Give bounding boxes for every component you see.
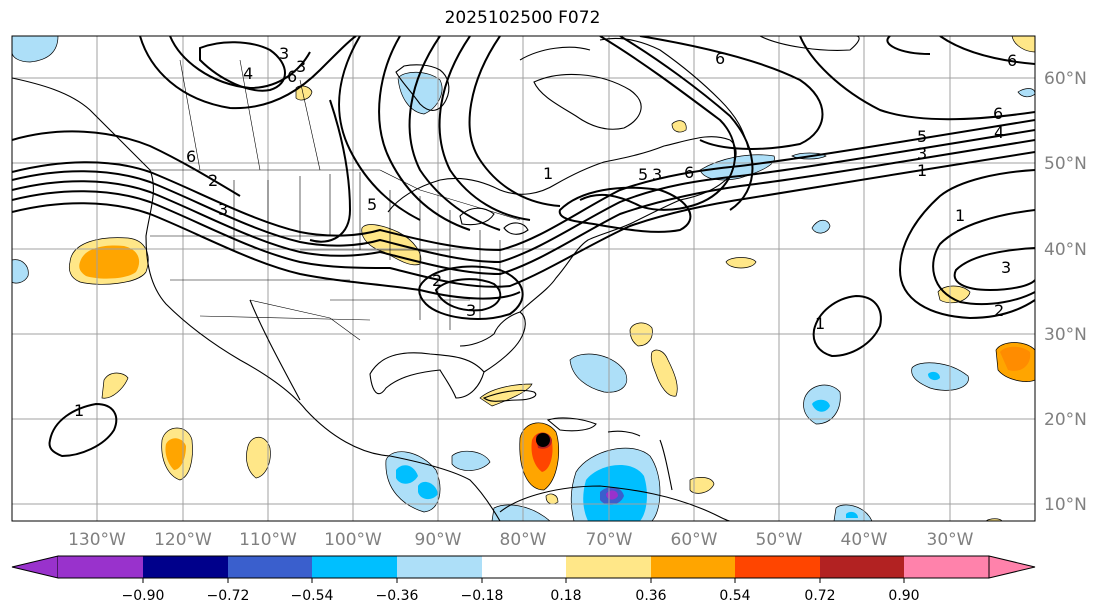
lon-label: 40°W bbox=[841, 530, 888, 550]
lon-label: 90°W bbox=[415, 530, 462, 550]
lon-label: 130°W bbox=[68, 530, 126, 550]
contour-label: 6 bbox=[993, 104, 1003, 123]
lat-label: 20°N bbox=[1044, 410, 1087, 430]
colorbar-swatch bbox=[58, 556, 143, 578]
contour-label: 4 bbox=[994, 123, 1004, 142]
colorbar-tick-label: 0.54 bbox=[719, 588, 750, 604]
coastlines bbox=[12, 36, 860, 521]
contour-label: 6 bbox=[1007, 51, 1017, 70]
contour-label: 3 bbox=[466, 301, 476, 320]
colorbar-min-extend bbox=[11, 555, 59, 579]
colorbar-swatch bbox=[143, 556, 228, 578]
colorbar-tick-label: 0.18 bbox=[550, 588, 581, 604]
contour-label: 1 bbox=[815, 314, 825, 333]
colorbar-max-extend bbox=[988, 555, 1036, 579]
contour-label: 3 bbox=[917, 144, 927, 163]
colorbar-swatch bbox=[482, 556, 566, 578]
colorbar-tick-label: −0.54 bbox=[291, 588, 334, 604]
contour-label: 1 bbox=[917, 161, 927, 180]
contour-label: 2 bbox=[994, 301, 1004, 320]
colorbar: −0.90 −0.72 −0.54 −0.36 −0.18 0.18 0.36 … bbox=[11, 555, 1036, 604]
map-frame bbox=[11, 35, 1036, 522]
contour-label: 5 bbox=[917, 127, 927, 146]
colorbar-tick-label: −0.18 bbox=[461, 588, 504, 604]
contour-label: 6 bbox=[715, 49, 725, 68]
latitude-labels: 60°N 50°N 40°N 30°N 20°N 10°N bbox=[1044, 69, 1087, 515]
lat-label: 10°N bbox=[1044, 495, 1087, 515]
contour-label: 1 bbox=[74, 401, 84, 420]
contour-label: 3 bbox=[652, 165, 662, 184]
map-title: 2025102500 F072 bbox=[444, 8, 601, 28]
lon-label: 70°W bbox=[586, 530, 633, 550]
contour-label: 3 bbox=[1001, 258, 1011, 277]
lon-label: 60°W bbox=[671, 530, 718, 550]
longitude-labels: 130°W 120°W 110°W 100°W 90°W 80°W 70°W 6… bbox=[68, 530, 974, 550]
lat-label: 50°N bbox=[1044, 154, 1087, 174]
lon-label: 30°W bbox=[927, 530, 974, 550]
contour-label: 6 bbox=[186, 147, 196, 166]
colorbar-swatch bbox=[397, 556, 482, 578]
contour-label: 6 bbox=[287, 67, 297, 86]
colorbar-tick-label: 0.36 bbox=[635, 588, 666, 604]
contour-label: 3 bbox=[296, 57, 306, 76]
contour-label: 6 bbox=[684, 163, 694, 182]
map-field: 1 3 3 4 6 2 3 6 6 6 1 3 5 5 2 6 1 1 3 2 … bbox=[12, 36, 1035, 521]
colorbar-swatch bbox=[312, 556, 397, 578]
colorbar-swatch bbox=[651, 556, 735, 578]
colorbar-swatch bbox=[904, 556, 989, 578]
contour-label: 2 bbox=[208, 171, 218, 190]
lon-label: 50°W bbox=[756, 530, 803, 550]
contour-label: 1 bbox=[543, 164, 553, 183]
colorbar-tick-label: −0.36 bbox=[376, 588, 419, 604]
colorbar-swatch bbox=[566, 556, 651, 578]
colorbar-tick-label: −0.90 bbox=[122, 588, 165, 604]
lon-label: 120°W bbox=[154, 530, 212, 550]
contour-label: 4 bbox=[243, 64, 253, 83]
colorbar-tick-label: 0.72 bbox=[804, 588, 835, 604]
lon-label: 110°W bbox=[239, 530, 297, 550]
colorbar-tick-label: −0.72 bbox=[207, 588, 250, 604]
colorbar-tick-label: 0.90 bbox=[888, 588, 919, 604]
political-borders bbox=[150, 59, 521, 341]
contour-lines bbox=[12, 36, 1035, 458]
contour-labels: 1 3 3 4 6 2 3 6 6 6 1 3 5 5 2 6 1 1 3 2 … bbox=[74, 44, 1017, 420]
colorbar-swatch bbox=[228, 556, 312, 578]
colorbar-swatch bbox=[820, 556, 904, 578]
contour-label: 5 bbox=[638, 165, 648, 184]
contour-label: 2 bbox=[432, 271, 442, 290]
contour-label: 3 bbox=[218, 200, 228, 219]
contour-label: 1 bbox=[955, 206, 965, 225]
contour-label: 5 bbox=[367, 195, 377, 214]
lat-label: 40°N bbox=[1044, 240, 1087, 260]
lon-label: 100°W bbox=[324, 530, 382, 550]
contour-label: 3 bbox=[279, 44, 289, 63]
lon-label: 80°W bbox=[500, 530, 547, 550]
lat-label: 30°N bbox=[1044, 325, 1087, 345]
colorbar-swatch bbox=[735, 556, 820, 578]
lat-label: 60°N bbox=[1044, 69, 1087, 89]
